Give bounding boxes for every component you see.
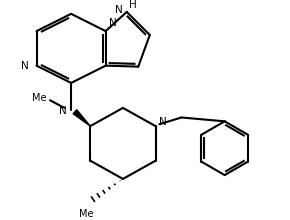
Text: H: H <box>129 0 136 10</box>
Text: N: N <box>21 61 29 71</box>
Text: Me: Me <box>79 209 94 219</box>
Text: Me: Me <box>32 93 46 103</box>
Text: N: N <box>115 5 123 15</box>
Text: N: N <box>160 117 167 127</box>
Polygon shape <box>73 110 90 126</box>
Text: N: N <box>108 18 116 28</box>
Text: N: N <box>59 106 66 116</box>
